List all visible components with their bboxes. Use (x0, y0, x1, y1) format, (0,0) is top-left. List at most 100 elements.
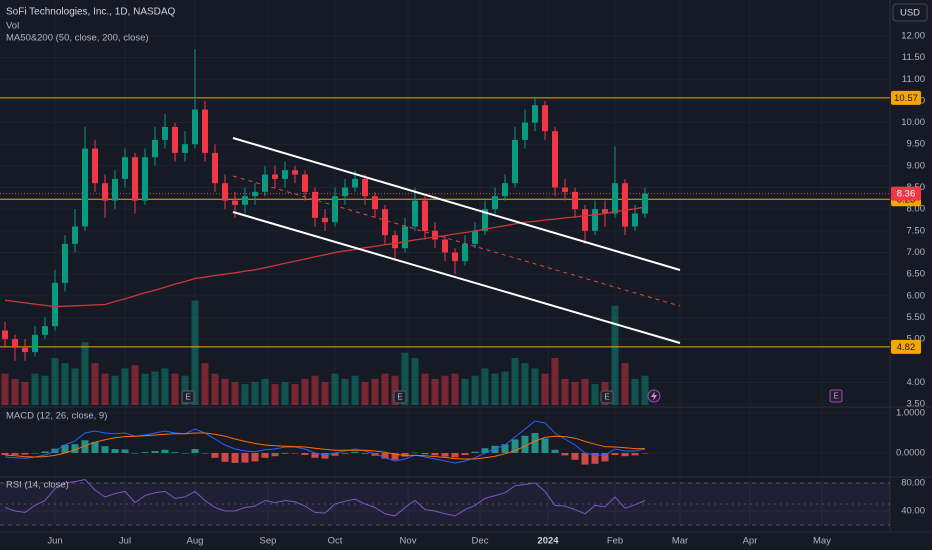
y-tick-label: 1.0000 (896, 408, 925, 419)
volume-bar (361, 382, 369, 405)
earnings-markers: E E E E (181, 389, 843, 404)
volume-bar (391, 375, 399, 405)
candle-body (472, 230, 478, 244)
macd-histogram-bar (591, 453, 599, 464)
volume-bar (211, 373, 219, 405)
volume-bar (41, 375, 49, 405)
candle-body (242, 196, 248, 205)
macd-histogram-bar (501, 444, 509, 453)
candle-body (492, 196, 498, 210)
x-tick-label: Sep (260, 536, 277, 547)
macd-histogram-bar (141, 452, 149, 453)
macd-histogram-bar (261, 453, 269, 458)
macd-histogram-bar (601, 453, 609, 462)
volume-bar (351, 375, 359, 405)
volume-bar (621, 363, 629, 405)
candle-body (582, 209, 588, 231)
macd-histogram-bar (461, 453, 469, 455)
candle-body (512, 139, 518, 184)
candle-body (382, 209, 388, 236)
volume-bar (561, 378, 569, 405)
macd-histogram-bar (451, 453, 459, 458)
candle-body (372, 196, 378, 210)
volume-bar (571, 382, 579, 405)
volume-bar (241, 384, 249, 405)
y-tick-label: 6.50 (907, 269, 926, 280)
channel-mid (232, 175, 681, 307)
candle-body (172, 126, 178, 153)
x-tick-label: Aug (187, 536, 204, 547)
candle-body (342, 187, 348, 197)
volume-bar (321, 382, 329, 405)
x-tick-label: Feb (607, 536, 623, 547)
volume-bar (611, 305, 619, 405)
volume-bar (191, 300, 199, 405)
macd-histogram-bar (431, 453, 439, 456)
macd-histogram-bar (181, 453, 189, 454)
macd-histogram-bar (401, 453, 409, 457)
macd-histogram-bar (131, 453, 139, 454)
levels (0, 97, 890, 348)
candle-body (142, 157, 148, 201)
macd-histogram-bar (231, 453, 239, 463)
candle-body (552, 131, 558, 188)
earnings-marker[interactable] (829, 389, 843, 403)
y-tick-label: 12.00 (901, 30, 925, 41)
candle-body (92, 148, 98, 184)
y-tick-label: 3.50 (907, 399, 926, 410)
macd-histogram-bar (571, 453, 579, 460)
macd-histogram-bar (191, 449, 199, 453)
volume-bar (481, 368, 489, 405)
volume-bar (251, 382, 259, 405)
volume-bar (221, 378, 229, 405)
macd-histogram-bar (561, 453, 569, 456)
candle-body (2, 330, 8, 340)
volume-bar (431, 378, 439, 405)
macd-histogram-bar (1, 453, 9, 455)
candle-body (192, 109, 198, 145)
volume-bar (11, 378, 19, 405)
currency-button[interactable] (892, 3, 928, 22)
macd-histogram-bar (391, 453, 399, 460)
volume-bar (301, 378, 309, 405)
macd-histogram-bar (581, 453, 589, 465)
macd-histogram-bar (541, 438, 549, 453)
level-label-box (891, 339, 921, 354)
macd-histogram-bar (81, 440, 89, 453)
macd-histogram-bar (151, 451, 159, 453)
volume-bar (181, 375, 189, 405)
volume-bar (341, 378, 349, 405)
earnings-marker (393, 390, 407, 404)
macd-histogram-bar (31, 453, 39, 454)
volume-bar (151, 371, 159, 405)
y-tick-label: 9.00 (907, 160, 926, 171)
macd-line (4, 432, 645, 460)
grid (0, 0, 890, 532)
rsi-line (4, 478, 646, 517)
y-tick-label: 11.50 (902, 52, 925, 63)
x-tick-label: Jun (47, 536, 62, 547)
volume-bar (101, 373, 109, 405)
volume-bar (511, 357, 519, 405)
volume-bar (281, 382, 289, 405)
chart-title: SoFi Technologies, Inc., 1D, NASDAQ (6, 7, 176, 18)
candle-body (62, 243, 68, 283)
macd-histogram-bar (331, 453, 339, 456)
last-price-box (891, 186, 921, 201)
earnings-label: E (397, 393, 402, 402)
candle-body (212, 152, 218, 184)
macd-histogram-bar (41, 451, 49, 453)
y-tick-label: 5.00 (907, 334, 926, 345)
volume-bar (531, 368, 539, 405)
volume-bar (171, 373, 179, 405)
level-label: 10.57 (894, 93, 918, 104)
candle-body (22, 347, 28, 353)
x-tick-label: May (813, 536, 831, 547)
macd-histogram-bar (291, 453, 299, 454)
candle-body (602, 209, 608, 214)
volume-bar (111, 375, 119, 405)
volume-bar (271, 384, 279, 405)
candle-body (152, 139, 158, 158)
y-tick-label: 40.00 (901, 506, 925, 517)
volume-bar (61, 363, 69, 405)
